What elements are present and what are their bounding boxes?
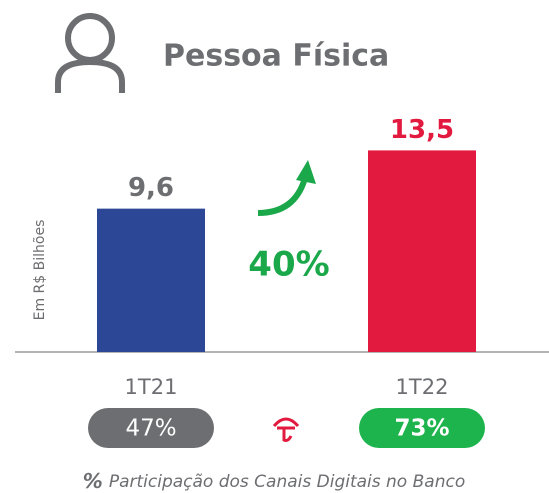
share-pill bbox=[88, 408, 214, 448]
share-label: 47% bbox=[125, 416, 176, 442]
share-pill bbox=[359, 408, 485, 448]
bank-logo bbox=[272, 417, 300, 442]
growth-label: 40% bbox=[248, 245, 329, 285]
bar bbox=[97, 208, 205, 352]
bar bbox=[368, 150, 476, 352]
x-tick-label: 1T22 bbox=[396, 375, 449, 399]
footnote-text: Participação dos Canais Digitais no Banc… bbox=[109, 472, 465, 492]
value-label: 13,5 bbox=[390, 115, 454, 145]
growth-arrowhead bbox=[296, 160, 316, 184]
value-label: 9,6 bbox=[128, 173, 174, 203]
chart-title: Pessoa Física bbox=[163, 39, 389, 74]
growth-arrow bbox=[257, 177, 308, 216]
footnote: % Participação dos Canais Digitais no Ban… bbox=[83, 469, 465, 493]
share-label: 73% bbox=[394, 416, 449, 442]
person-icon bbox=[55, 13, 125, 93]
x-tick-label: 1T21 bbox=[125, 375, 178, 399]
y-axis-label: Em R$ Bilhões bbox=[32, 220, 48, 321]
footnote-symbol: % bbox=[83, 469, 103, 493]
